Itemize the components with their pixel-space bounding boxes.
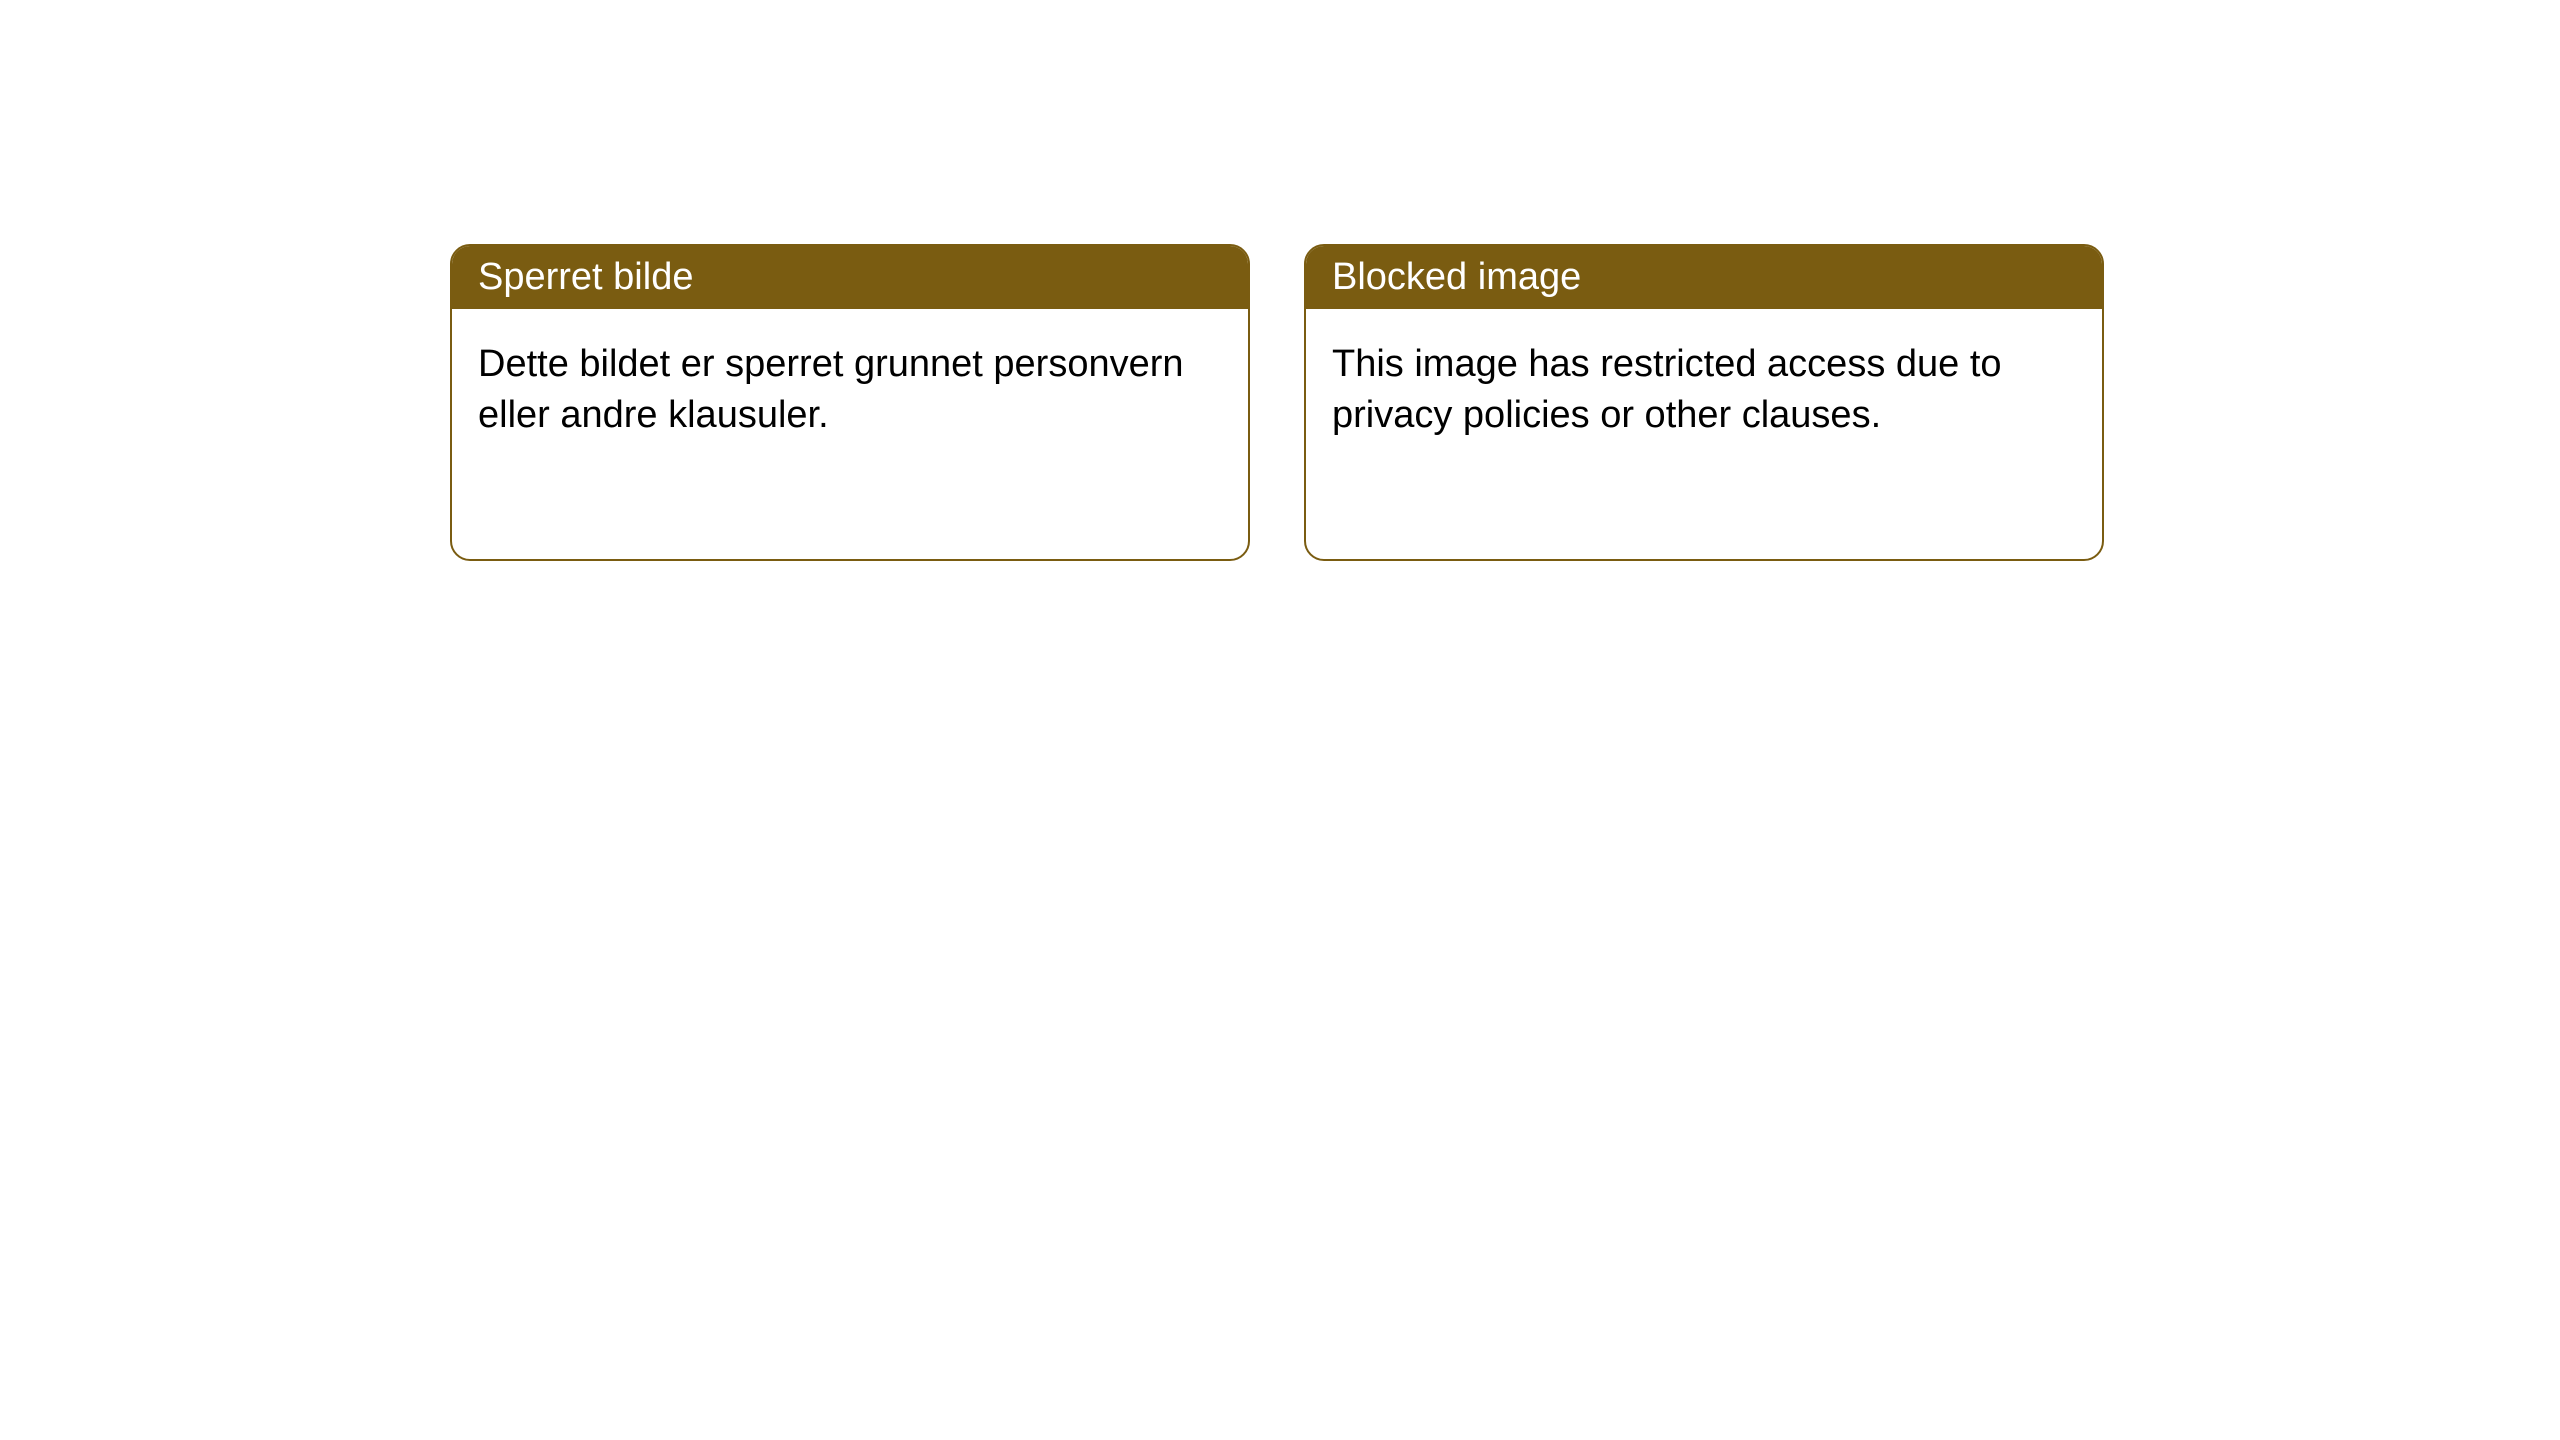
notice-body-text: Dette bildet er sperret grunnet personve… (478, 343, 1184, 436)
notice-body: Dette bildet er sperret grunnet personve… (452, 309, 1248, 559)
notice-title: Blocked image (1332, 256, 1581, 298)
notice-header: Blocked image (1306, 246, 2102, 309)
notice-body: This image has restricted access due to … (1306, 309, 2102, 559)
notice-body-text: This image has restricted access due to … (1332, 343, 2002, 436)
notice-header: Sperret bilde (452, 246, 1248, 309)
notices-container: Sperret bilde Dette bildet er sperret gr… (0, 0, 2560, 561)
notice-box-english: Blocked image This image has restricted … (1304, 244, 2104, 561)
notice-box-norwegian: Sperret bilde Dette bildet er sperret gr… (450, 244, 1250, 561)
notice-title: Sperret bilde (478, 256, 693, 298)
